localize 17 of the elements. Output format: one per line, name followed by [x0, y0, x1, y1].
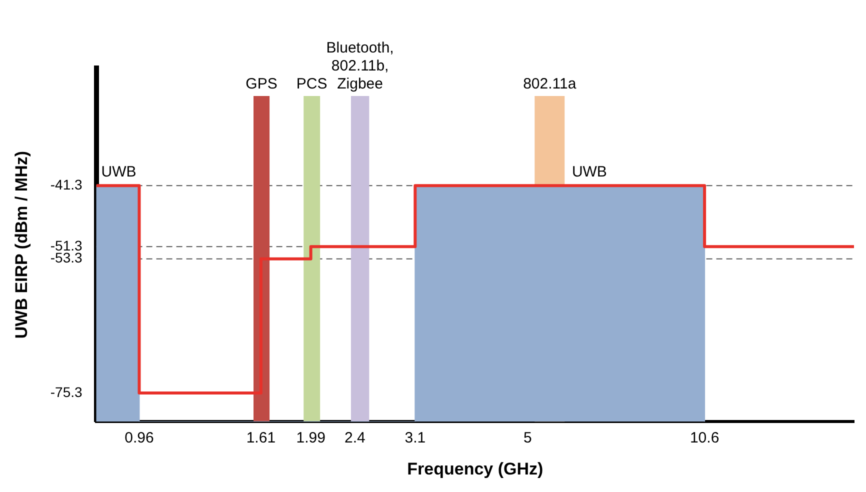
band-label: PCS [296, 76, 328, 93]
annotation: UWB [101, 163, 136, 180]
y-tick-label: -41.3 [50, 176, 83, 193]
x-tick-label: 3.1 [404, 430, 426, 447]
x-tick-label: 10.6 [690, 430, 720, 447]
x-tick-label: 0.96 [124, 430, 154, 447]
x-axis-title: Frequency (GHz) [407, 459, 544, 478]
band-label: 802.11a [523, 76, 577, 93]
x-tick-label: 2.4 [344, 430, 366, 447]
y-tick-label: -75.3 [50, 384, 83, 400]
band-label: Bluetooth, 802.11b, Zigbee [326, 40, 394, 93]
band-label: GPS [246, 76, 278, 93]
x-tick-label: 1.61 [246, 430, 276, 447]
x-tick-label: 5 [524, 430, 532, 447]
y-axis-title: UWB EIRP (dBm / MHz) [12, 150, 31, 339]
x-tick-label: 1.99 [296, 430, 326, 447]
annotation: UWB [572, 163, 607, 180]
